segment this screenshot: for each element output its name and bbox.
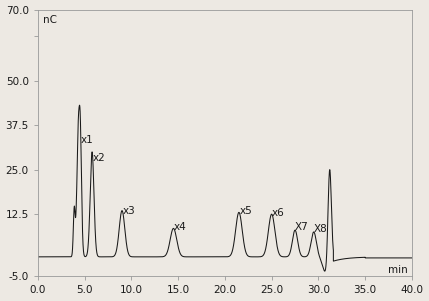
Text: nC: nC (43, 15, 57, 25)
Text: min: min (387, 265, 407, 275)
Text: x6: x6 (272, 208, 285, 218)
Text: x4: x4 (174, 222, 187, 232)
Text: X8: X8 (313, 224, 327, 234)
Text: x2: x2 (93, 153, 105, 163)
Text: x3: x3 (122, 206, 135, 216)
Text: X7: X7 (295, 222, 308, 232)
Text: x5: x5 (239, 206, 252, 216)
Text: x1: x1 (80, 135, 93, 145)
